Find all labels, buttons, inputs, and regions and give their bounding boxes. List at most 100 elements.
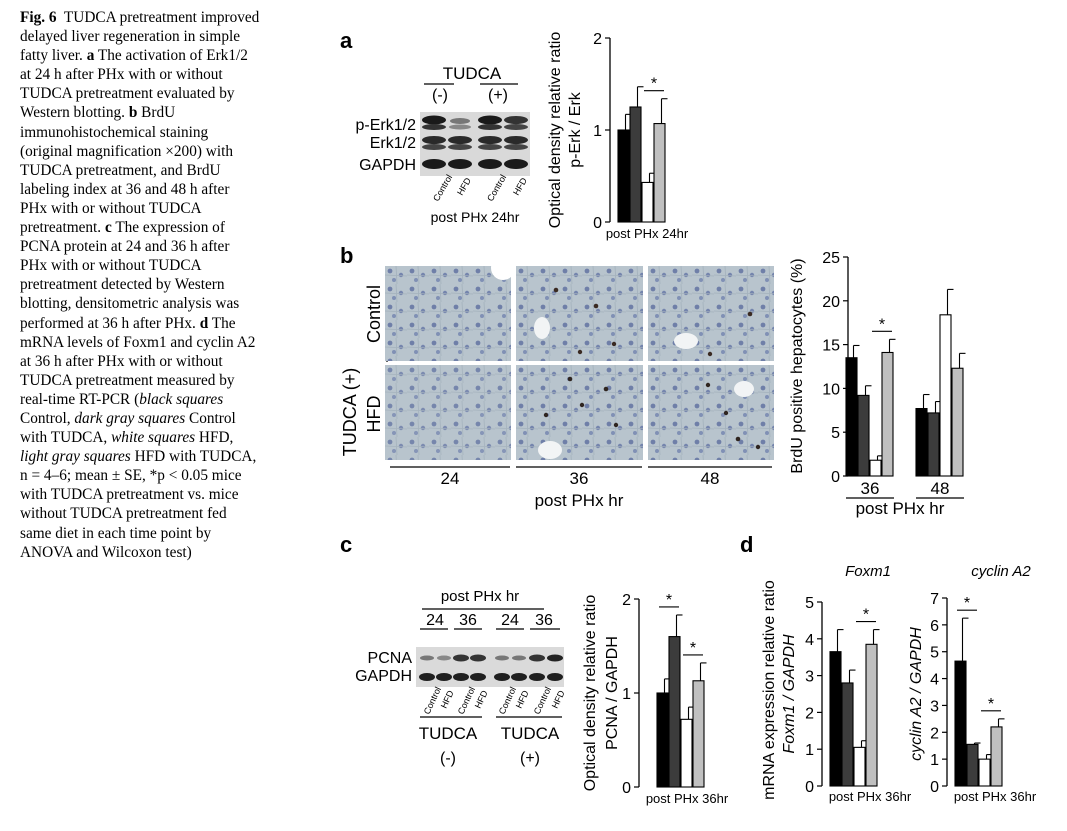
blot-c-group-2-name: TUDCA (501, 724, 560, 743)
y-tick-label: 0 (831, 469, 840, 486)
blot-c-time-3: 24 (501, 612, 519, 629)
micrograph-control-24 (385, 266, 511, 361)
chart-title: cyclin A2 (971, 563, 1031, 580)
bar (954, 660, 967, 787)
caption-n-text: n = 4–6; mean ± SE, (20, 467, 146, 485)
blot-c-lane-1: Control (422, 685, 443, 716)
bar (857, 394, 870, 477)
x-axis-title: post PHx 24hr (606, 226, 689, 241)
blot-a-lane-3: Control (485, 173, 508, 203)
y-tick-label: 5 (930, 645, 939, 662)
x-category-label: 36 (861, 479, 880, 498)
micrograph-control-36 (516, 266, 643, 361)
panel-d-shared-label: mRNA expression relative ratio (761, 580, 778, 800)
chart-d1: 0 1 2 3 4 5 * post PHx 36hr Foxm1 / GAPDH Foxm1 (781, 563, 912, 804)
micrograph-hfd-36 (516, 365, 643, 460)
caption-c-text: The expression of PCNA protein at 24 and… (20, 219, 240, 332)
blot-a-row-perk: p-Erk1/2 (356, 117, 417, 134)
blot-c-group-1-name: TUDCA (419, 724, 478, 743)
chart-c: 0 1 2 * * post PHx 36hr Optical density relati… (582, 592, 729, 806)
blot-a-lane-1: Control (431, 173, 454, 203)
y-axis-title: Optical density relative ratio (547, 32, 564, 229)
panel-b-letter: b (340, 243, 354, 268)
blot-c-bands (419, 654, 563, 681)
y-tick-label: 25 (822, 250, 840, 267)
micrograph-hfd-48 (648, 365, 774, 460)
y-axis-title: Optical density relative ratio (582, 595, 599, 792)
panel-b-labels: TUDCA (+) Control HFD 24 36 48 post PHx … (340, 266, 772, 510)
bar (668, 636, 681, 788)
blot-c-header: post PHx hr (441, 588, 519, 605)
y-axis-title: cyclin A2 / GAPDH (908, 627, 925, 761)
caption-b-text: BrdU immunohistochemical staining (origi… (20, 104, 233, 237)
x-axis-title: post PHx hr (856, 499, 945, 518)
y-tick-label: 2 (930, 725, 939, 742)
significance-star: * (988, 696, 994, 713)
caption-c-label: c (104, 219, 112, 237)
bar (845, 357, 858, 477)
significance-star: * (666, 592, 672, 609)
caption-a-text: The activation of Erk1/2 at 24 h after P… (20, 47, 248, 122)
figure-caption: Fig. 6 TUDCA pretreatment improved delay… (20, 8, 260, 562)
fig-label: Fig. 6 (20, 9, 57, 26)
y-tick-label: 2 (622, 592, 631, 609)
caption-d-text: The mRNA levels of Foxm1 and cyclin A2 a… (20, 314, 256, 408)
blot-a-plus: (+) (488, 87, 508, 104)
bar (853, 746, 866, 787)
blot-c-time-4: 36 (535, 612, 553, 629)
y-axis-subtitle: PCNA / GAPDH (604, 636, 621, 750)
y-tick-label: 0 (930, 779, 939, 796)
panel-d-shared-ylabel: mRNA expression relative ratio (761, 580, 778, 800)
bar (966, 743, 979, 787)
y-axis-title: Foxm1 / GAPDH (781, 634, 798, 754)
blot-a-lane-2: HFD (455, 176, 473, 197)
significance-star: * (879, 316, 885, 333)
caption-b-label: b (128, 104, 138, 122)
caption-title: TUDCA pretreatment improved delayed live… (20, 9, 260, 65)
bar (939, 314, 952, 477)
y-tick-label: 15 (822, 338, 840, 355)
y-tick-label: 3 (930, 698, 939, 715)
panel-b-col-48: 48 (701, 469, 720, 488)
bar (927, 412, 940, 477)
blot-a-lane-4: HFD (511, 176, 529, 197)
y-tick-label: 1 (622, 686, 631, 703)
panel-c-blot: post PHx hr 24 36 24 36 PCNA GAPDH Contr… (355, 588, 567, 767)
panel-b-side-group: TUDCA (+) (340, 368, 360, 457)
x-axis-title: post PHx 36hr (646, 791, 729, 806)
bar (881, 351, 894, 477)
y-tick-label: 2 (593, 31, 602, 48)
panel-b-row-control: Control (364, 285, 384, 343)
caption-d-label: d (199, 314, 209, 332)
micrograph-hfd-24 (385, 365, 511, 460)
y-tick-label: 5 (805, 595, 814, 612)
blot-a-bands (422, 115, 528, 169)
blot-c-row-pcna: PCNA (368, 650, 413, 667)
chart-d2: 0 1 2 3 4 5 6 7 * * post PHx 36hr cyclin A2 / GAPDH… (908, 563, 1037, 804)
y-tick-label: 1 (593, 123, 602, 140)
legend-lgray: light gray squares (20, 448, 131, 466)
blot-c-row-gapdh: GAPDH (355, 668, 412, 685)
caption-a-label: a (86, 47, 95, 65)
y-tick-label: 2 (805, 705, 814, 722)
blot-c-time-1: 24 (426, 612, 444, 629)
bar (841, 682, 854, 787)
panel-a-letter: a (340, 28, 353, 53)
x-category-label: 48 (931, 479, 950, 498)
blot-a-minus: (-) (432, 87, 448, 104)
bar (692, 680, 705, 788)
blot-a-row-erk: Erk1/2 (370, 135, 416, 152)
panel-a-blot: TUDCA (-) (+) p-Erk1/2 Erk1/2 GAPDH Cont… (356, 64, 530, 225)
blot-c-lane-8: HFD (550, 688, 567, 709)
y-tick-label: 4 (930, 672, 939, 689)
caption-p-text: *p < 0.05 mice with TUDCA pretreatment v… (20, 467, 242, 561)
legend-black-text: Control, (20, 409, 71, 427)
bar (978, 758, 991, 787)
y-tick-label: 0 (805, 779, 814, 796)
bar (656, 692, 669, 788)
significance-star: * (863, 607, 869, 624)
panel-b-col-24: 24 (441, 469, 460, 488)
y-tick-label: 4 (805, 632, 814, 649)
legend-black: black squares (139, 390, 224, 408)
